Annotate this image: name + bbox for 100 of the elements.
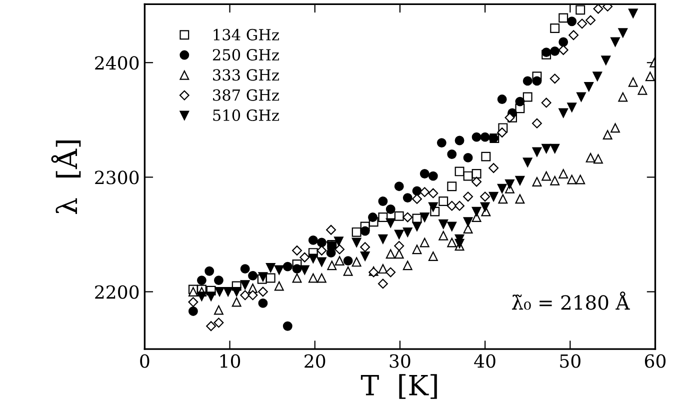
point bbox=[541, 98, 552, 108]
point bbox=[602, 130, 612, 140]
x-tick-label: 40 bbox=[474, 354, 496, 368]
point bbox=[360, 226, 370, 236]
point bbox=[436, 138, 446, 148]
point bbox=[316, 273, 326, 283]
point bbox=[402, 193, 412, 203]
point bbox=[558, 37, 568, 47]
point bbox=[394, 240, 404, 251]
point bbox=[378, 212, 388, 222]
y-tick-label: 2200 bbox=[95, 285, 139, 299]
point bbox=[316, 238, 326, 248]
x-tick-label: 0 bbox=[140, 354, 150, 368]
point bbox=[343, 266, 353, 276]
point bbox=[316, 246, 327, 256]
point bbox=[628, 77, 638, 87]
point bbox=[497, 184, 507, 194]
point bbox=[274, 265, 284, 275]
point bbox=[394, 211, 404, 221]
point bbox=[196, 276, 206, 286]
point bbox=[232, 297, 242, 307]
x-tick-label: 10 bbox=[220, 354, 240, 368]
point bbox=[214, 287, 224, 296]
point bbox=[240, 290, 250, 300]
point bbox=[542, 171, 552, 181]
point bbox=[248, 290, 258, 300]
legend-label: 510 GHz bbox=[213, 109, 279, 121]
point bbox=[592, 72, 602, 82]
point bbox=[446, 200, 457, 211]
point bbox=[447, 238, 457, 248]
point bbox=[593, 4, 604, 14]
point bbox=[504, 112, 515, 123]
point bbox=[378, 278, 388, 289]
point bbox=[515, 176, 525, 186]
point bbox=[601, 56, 611, 66]
point bbox=[188, 306, 198, 316]
point bbox=[308, 273, 318, 283]
point bbox=[334, 244, 345, 254]
point bbox=[428, 171, 438, 181]
point bbox=[568, 30, 579, 40]
y-axis-title: λ [Å] bbox=[51, 140, 81, 214]
point bbox=[360, 252, 370, 261]
point bbox=[498, 194, 508, 204]
point bbox=[438, 196, 448, 206]
point bbox=[447, 150, 457, 159]
point bbox=[550, 176, 560, 186]
point bbox=[481, 152, 491, 162]
point bbox=[282, 321, 292, 331]
point bbox=[420, 238, 430, 248]
point bbox=[576, 174, 586, 184]
point bbox=[550, 46, 560, 56]
point bbox=[454, 200, 465, 211]
point bbox=[378, 234, 388, 244]
point bbox=[645, 72, 655, 82]
point bbox=[394, 249, 404, 259]
point bbox=[308, 254, 318, 264]
point bbox=[428, 252, 438, 261]
point bbox=[258, 298, 268, 308]
point bbox=[463, 152, 473, 162]
point bbox=[327, 260, 337, 270]
x-tick-label: 20 bbox=[304, 354, 326, 368]
point bbox=[240, 280, 250, 290]
point bbox=[352, 227, 362, 237]
point bbox=[248, 270, 258, 280]
point bbox=[447, 182, 457, 192]
point bbox=[463, 217, 473, 227]
point bbox=[378, 264, 388, 274]
point bbox=[567, 102, 577, 112]
point bbox=[368, 212, 378, 222]
point bbox=[402, 260, 412, 270]
point bbox=[223, 287, 233, 296]
point bbox=[454, 238, 464, 248]
point bbox=[258, 286, 268, 297]
point bbox=[522, 92, 532, 102]
point bbox=[497, 128, 508, 138]
point bbox=[576, 5, 586, 15]
point bbox=[454, 136, 464, 146]
point bbox=[206, 321, 216, 332]
point bbox=[378, 196, 388, 206]
point bbox=[567, 174, 577, 184]
point bbox=[567, 16, 577, 26]
point bbox=[360, 242, 370, 252]
point bbox=[292, 264, 302, 274]
point bbox=[532, 177, 542, 186]
point bbox=[438, 219, 448, 229]
point bbox=[420, 187, 430, 198]
point bbox=[472, 176, 482, 187]
point bbox=[282, 262, 292, 272]
point bbox=[343, 256, 353, 266]
point bbox=[532, 76, 542, 86]
point bbox=[188, 287, 198, 296]
point bbox=[522, 76, 532, 86]
point bbox=[334, 236, 344, 246]
point bbox=[214, 318, 224, 328]
point bbox=[480, 132, 490, 142]
point bbox=[480, 192, 490, 202]
point bbox=[586, 152, 596, 162]
point bbox=[447, 222, 457, 232]
point bbox=[550, 74, 560, 84]
point bbox=[326, 224, 336, 235]
